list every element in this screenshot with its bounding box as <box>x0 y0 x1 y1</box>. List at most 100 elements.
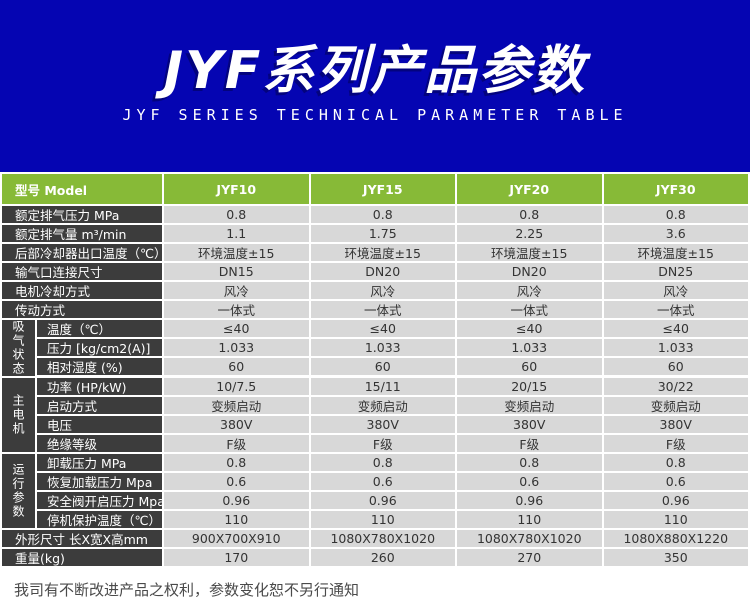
header-model-col-4: JYF30 <box>603 174 748 204</box>
cell-value: 110 <box>310 511 455 528</box>
table-row: 后部冷却器出口温度（℃） 环境温度±15 环境温度±15 环境温度±15 环境温… <box>2 244 748 261</box>
cell-value: 2.25 <box>457 225 602 242</box>
cell-value: 110 <box>457 511 602 528</box>
cell-value: 一体式 <box>457 301 602 318</box>
header-model-col-3: JYF20 <box>457 174 602 204</box>
cell-value: 60 <box>457 358 602 375</box>
spec-table-body: 额定排气压力 MPa 0.8 0.8 0.8 0.8 额定排气量 m³/min … <box>2 206 748 566</box>
row-label: 电机冷却方式 <box>2 282 162 299</box>
cell-value: 0.8 <box>457 454 602 471</box>
header-model-col-2: JYF15 <box>310 174 455 204</box>
cell-value: 0.8 <box>164 206 309 223</box>
cell-value: 风冷 <box>457 282 602 299</box>
cell-value: DN25 <box>603 263 748 280</box>
page-subtitle: JYF SERIES TECHNICAL PARAMETER TABLE <box>122 106 628 124</box>
table-row: 电压 380V 380V 380V 380V <box>37 416 748 433</box>
cell-value: 变频启动 <box>603 397 748 414</box>
table-row: 传动方式 一体式 一体式 一体式 一体式 <box>2 301 748 318</box>
table-row: 外形尺寸 长X宽X高mm 900X700X910 1080X780X1020 1… <box>2 530 748 547</box>
row-label: 卸载压力 MPa <box>37 454 162 471</box>
cell-value: 270 <box>457 549 602 566</box>
cell-value: 0.8 <box>603 454 748 471</box>
cell-value: 变频启动 <box>310 397 455 414</box>
row-label: 安全阀开启压力 Mpa <box>37 492 162 509</box>
footer-note: 我司有不断改进产品之权利，参数变化恕不另行通知 <box>14 581 360 599</box>
cell-value: 风冷 <box>310 282 455 299</box>
row-label: 功率 (HP/kW) <box>37 378 162 395</box>
cell-value: 20/15 <box>457 378 602 395</box>
cell-value: 380V <box>603 416 748 433</box>
page-title: JYF系列产品参数 <box>163 41 587 101</box>
table-row: 绝缘等级 F级 F级 F级 F级 <box>37 435 748 452</box>
row-label: 传动方式 <box>2 301 162 318</box>
header-model-label: 型号 Model <box>2 174 162 204</box>
table-row: 恢复加载压力 Mpa 0.6 0.6 0.6 0.6 <box>37 473 748 490</box>
cell-value: 0.96 <box>164 492 309 509</box>
cell-value: DN20 <box>457 263 602 280</box>
cell-value: 1.033 <box>457 339 602 356</box>
cell-value: 一体式 <box>310 301 455 318</box>
cell-value: 900X700X910 <box>164 530 309 547</box>
cell-value: 变频启动 <box>164 397 309 414</box>
cell-value: 1.033 <box>310 339 455 356</box>
cell-value: 380V <box>310 416 455 433</box>
group-rows: 卸载压力 MPa 0.8 0.8 0.8 0.8 恢复加载压力 Mpa 0.6 … <box>37 454 748 528</box>
table-row: 额定排气量 m³/min 1.1 1.75 2.25 3.6 <box>2 225 748 242</box>
table-row: 停机保护温度（℃） 110 110 110 110 <box>37 511 748 528</box>
cell-value: 110 <box>164 511 309 528</box>
cell-value: 0.8 <box>457 206 602 223</box>
cell-value: 0.8 <box>310 206 455 223</box>
cell-value: 260 <box>310 549 455 566</box>
cell-value: 1080X880X1220 <box>603 530 748 547</box>
table-row: 重量(kg) 170 260 270 350 <box>2 549 748 566</box>
table-group: 运行参数 卸载压力 MPa 0.8 0.8 0.8 0.8 恢复加载压力 Mpa… <box>2 454 748 528</box>
header-model-col-1: JYF10 <box>164 174 309 204</box>
cell-value: 1.1 <box>164 225 309 242</box>
table-group: 主电机 功率 (HP/kW) 10/7.5 15/11 20/15 30/22 … <box>2 378 748 452</box>
table-row: 额定排气压力 MPa 0.8 0.8 0.8 0.8 <box>2 206 748 223</box>
group-rows: 功率 (HP/kW) 10/7.5 15/11 20/15 30/22 启动方式… <box>37 378 748 452</box>
cell-value: 1.033 <box>164 339 309 356</box>
table-row: 电机冷却方式 风冷 风冷 风冷 风冷 <box>2 282 748 299</box>
table-row: 输气口连接尺寸 DN15 DN20 DN20 DN25 <box>2 263 748 280</box>
table-row: 温度（℃） ≤40 ≤40 ≤40 ≤40 <box>37 320 748 337</box>
group-label: 运行参数 <box>2 454 35 528</box>
table-row: 压力 [kg/cm2(A)] 1.033 1.033 1.033 1.033 <box>37 339 748 356</box>
group-rows: 温度（℃） ≤40 ≤40 ≤40 ≤40 压力 [kg/cm2(A)] 1.0… <box>37 320 748 376</box>
cell-value: 0.96 <box>603 492 748 509</box>
cell-value: 10/7.5 <box>164 378 309 395</box>
cell-value: 380V <box>164 416 309 433</box>
row-label: 温度（℃） <box>37 320 162 337</box>
cell-value: 350 <box>603 549 748 566</box>
cell-value: 0.8 <box>164 454 309 471</box>
row-label: 启动方式 <box>37 397 162 414</box>
cell-value: 一体式 <box>603 301 748 318</box>
cell-value: F级 <box>603 435 748 452</box>
cell-value: 110 <box>603 511 748 528</box>
group-label: 主电机 <box>2 378 35 452</box>
cell-value: 0.6 <box>164 473 309 490</box>
table-row: 功率 (HP/kW) 10/7.5 15/11 20/15 30/22 <box>37 378 748 395</box>
cell-value: ≤40 <box>164 320 309 337</box>
cell-value: 环境温度±15 <box>164 244 309 261</box>
cell-value: 380V <box>457 416 602 433</box>
cell-value: ≤40 <box>310 320 455 337</box>
hero-banner: JYF系列产品参数 JYF SERIES TECHNICAL PARAMETER… <box>0 0 750 172</box>
cell-value: 170 <box>164 549 309 566</box>
row-label: 重量(kg) <box>2 549 162 566</box>
cell-value: F级 <box>310 435 455 452</box>
cell-value: 0.6 <box>603 473 748 490</box>
cell-value: 环境温度±15 <box>457 244 602 261</box>
cell-value: 0.6 <box>310 473 455 490</box>
cell-value: 环境温度±15 <box>603 244 748 261</box>
row-label: 相对湿度 (%) <box>37 358 162 375</box>
cell-value: 15/11 <box>310 378 455 395</box>
cell-value: DN15 <box>164 263 309 280</box>
cell-value: 3.6 <box>603 225 748 242</box>
row-label: 停机保护温度（℃） <box>37 511 162 528</box>
table-header-row: 型号 Model JYF10 JYF15 JYF20 JYF30 <box>2 174 748 204</box>
cell-value: 0.6 <box>457 473 602 490</box>
row-label: 恢复加载压力 Mpa <box>37 473 162 490</box>
table-row: 启动方式 变频启动 变频启动 变频启动 变频启动 <box>37 397 748 414</box>
